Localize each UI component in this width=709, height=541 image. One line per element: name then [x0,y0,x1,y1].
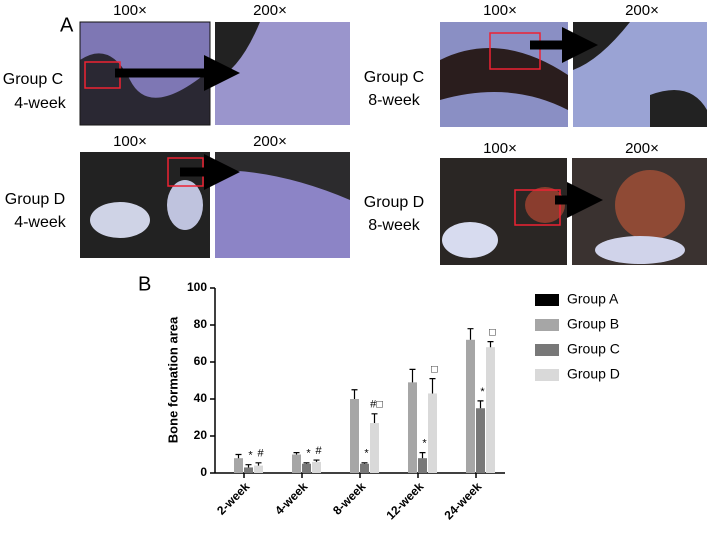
significance-marker: * [306,448,311,460]
bar [476,408,485,473]
error-bar [477,400,484,409]
bar [302,463,311,473]
error-bar [245,464,252,468]
magnification: 200× [625,2,659,19]
time-label: 4-week [14,214,67,231]
significance-marker: * [248,450,253,462]
bar [428,393,437,473]
bar [312,461,321,473]
bar [254,465,263,473]
bar [244,467,253,473]
bar [486,347,495,473]
micrographs [79,21,707,265]
x-tick-label: 24-week [441,479,484,522]
y-tick-label: 60 [194,354,208,368]
magnification: 100× [483,2,517,19]
error-bar [467,328,474,340]
magnification: 200× [625,140,659,157]
y-axis-label: Bone formation area [165,316,180,443]
significance-marker: # [315,445,322,457]
significance-marker: # [257,448,264,460]
error-bar [371,413,378,424]
x-tick-label: 8-week [330,479,368,517]
y-tick-label: 80 [194,317,208,331]
y-tick-label: 0 [200,465,207,479]
error-bar [313,459,320,462]
bar [234,458,243,473]
significance-marker: #□ [370,399,383,411]
group-label: Group C [364,69,424,86]
significance-marker: * [422,438,427,450]
error-bar [361,462,368,464]
error-bar [487,341,494,348]
group-label: Group C [3,71,63,88]
y-tick-label: 100 [187,280,207,294]
error-bar [303,462,310,464]
panel-label: A [60,14,74,36]
x-tick-label: 4-week [272,479,310,517]
time-label: 8-week [368,92,421,109]
group-label: Group D [364,194,424,211]
magnification: 200× [253,133,287,150]
significance-marker: □ [431,364,438,376]
bar [418,458,427,473]
error-bar [429,378,436,394]
bar [466,339,475,473]
magnification: 200× [253,2,287,19]
magnification: 100× [113,133,147,150]
x-tick-label: 2-week [214,479,252,517]
legend-label: Group A [567,291,619,307]
bar [370,423,379,473]
magnification: 100× [113,2,147,19]
legend-swatch [535,369,559,381]
significance-marker: * [364,448,369,460]
y-tick-label: 40 [194,391,208,405]
legend-swatch [535,319,559,331]
bar [350,399,359,473]
panel-label: B [138,273,151,295]
error-bar [351,389,358,399]
legend-swatch [535,294,559,306]
time-label: 8-week [368,217,421,234]
legend-label: Group D [567,366,620,382]
legend-label: Group B [567,316,619,332]
error-bar [419,452,426,459]
significance-marker: * [480,386,485,398]
bar [408,382,417,473]
legend-swatch [535,344,559,356]
bar [292,454,301,473]
error-bar [293,452,300,455]
group-label: Group D [5,191,65,208]
bar [360,463,369,473]
y-tick-label: 20 [194,428,208,442]
significance-marker: □ [489,327,496,339]
error-bar [409,368,416,383]
error-bar [235,453,242,459]
x-tick-label: 12-week [383,479,426,522]
time-label: 4-week [14,95,67,112]
error-bar [255,462,262,466]
legend-label: Group C [567,341,620,357]
magnification: 100× [483,140,517,157]
